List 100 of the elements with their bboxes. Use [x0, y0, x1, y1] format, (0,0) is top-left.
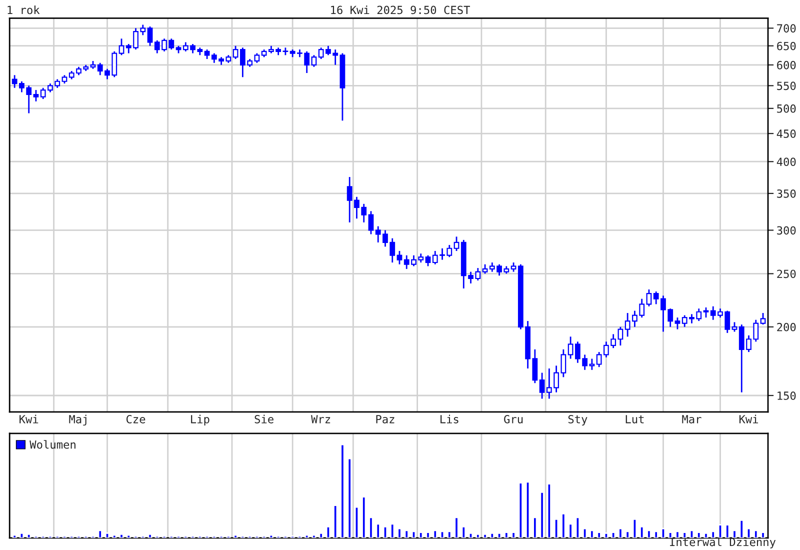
- bar: [710, 530, 716, 538]
- bar: [347, 458, 352, 538]
- bar: [382, 526, 388, 538]
- x-tick-label: Lut: [626, 415, 644, 424]
- candlestick: [147, 26, 153, 47]
- y-tick-label: 600: [777, 60, 796, 70]
- bar: [326, 526, 331, 538]
- bar: [725, 524, 730, 538]
- legend-label: Wolumen: [30, 440, 76, 449]
- x-tick-label: Lip: [191, 414, 210, 426]
- bar: [304, 534, 310, 538]
- y-tick-label: 250: [777, 270, 796, 278]
- candlestick: [368, 210, 374, 235]
- bar: [504, 532, 509, 538]
- bar: [426, 532, 430, 538]
- x-tick-label: Lis: [440, 414, 458, 424]
- bar: [233, 534, 238, 538]
- bar: [611, 532, 616, 538]
- bar: [590, 530, 594, 538]
- bar: [689, 530, 694, 538]
- y-tick-label: 350: [777, 189, 796, 198]
- bar: [397, 528, 402, 538]
- bar: [368, 516, 374, 538]
- x-tick-label: Cze: [126, 414, 146, 424]
- bar: [682, 532, 687, 538]
- bar: [746, 528, 752, 538]
- bar: [362, 496, 366, 538]
- bar: [754, 530, 758, 538]
- bar: [268, 534, 274, 538]
- candlestick: [425, 254, 431, 267]
- bar: [454, 516, 459, 538]
- bar: [732, 530, 737, 538]
- bar: [418, 532, 424, 538]
- bar: [561, 512, 566, 538]
- candlestick: [118, 38, 124, 56]
- candlestick: [760, 312, 766, 326]
- y-tick-label: 700: [777, 24, 796, 33]
- bar: [318, 532, 324, 538]
- bar: [582, 528, 588, 538]
- bar: [554, 518, 559, 538]
- bar: [596, 532, 602, 538]
- bar: [12, 534, 17, 538]
- bar: [625, 530, 630, 538]
- candlestick: [396, 250, 402, 266]
- bar: [447, 530, 452, 538]
- bar: [718, 524, 723, 538]
- bar: [518, 482, 523, 538]
- bar: [632, 518, 638, 538]
- y-tick-label: 150: [778, 392, 796, 400]
- candlestick: [232, 45, 238, 60]
- x-tick-label: Kwi: [739, 414, 758, 424]
- bar: [704, 532, 708, 538]
- bar: [390, 523, 395, 538]
- bar: [440, 530, 445, 538]
- bar: [675, 530, 680, 538]
- candlestick: [482, 264, 488, 274]
- bar: [640, 526, 644, 538]
- candlestick: [311, 54, 317, 68]
- bar: [760, 532, 766, 538]
- bar: [354, 506, 360, 538]
- bar: [525, 481, 530, 538]
- bar: [575, 516, 580, 538]
- bar: [340, 444, 345, 538]
- bar: [618, 528, 623, 538]
- y-tick-label: 450: [776, 130, 796, 138]
- x-tick-label: Sie: [254, 414, 274, 424]
- bar: [511, 532, 516, 538]
- y-tick-label: 550: [777, 82, 796, 90]
- y-tick-label: 650: [777, 42, 796, 50]
- bar: [490, 532, 494, 538]
- x-tick-label: Paz: [376, 415, 394, 424]
- bar: [404, 530, 409, 538]
- y-tick-label: 200: [777, 322, 796, 332]
- y-tick-label: 500: [777, 104, 796, 113]
- bar: [476, 533, 480, 538]
- x-tick-label: Maj: [69, 414, 86, 426]
- bar: [126, 534, 131, 538]
- chart-title: 1 rok: [8, 6, 40, 14]
- chart-subtitle: 16 Kwi 2025 9:50 CEST: [331, 6, 470, 14]
- bar: [376, 523, 380, 538]
- bar: [461, 526, 466, 538]
- candlestick: [646, 288, 652, 308]
- x-tick-label: Mar: [682, 415, 702, 424]
- y-tick-label: 400: [776, 158, 796, 166]
- bar: [333, 504, 338, 538]
- bar: [104, 532, 110, 538]
- x-tick-label: Sty: [568, 414, 588, 426]
- bar: [112, 534, 117, 538]
- x-tick-label: Wrz: [311, 415, 330, 424]
- bar: [148, 533, 152, 538]
- candlestick: [703, 306, 709, 318]
- bar: [482, 533, 488, 538]
- candlestick: [732, 321, 738, 332]
- candlestick: [539, 372, 545, 400]
- bar: [739, 519, 744, 538]
- bar: [98, 530, 102, 538]
- bar: [646, 530, 652, 538]
- bar: [660, 528, 666, 538]
- bar: [668, 532, 673, 538]
- bar: [312, 534, 316, 538]
